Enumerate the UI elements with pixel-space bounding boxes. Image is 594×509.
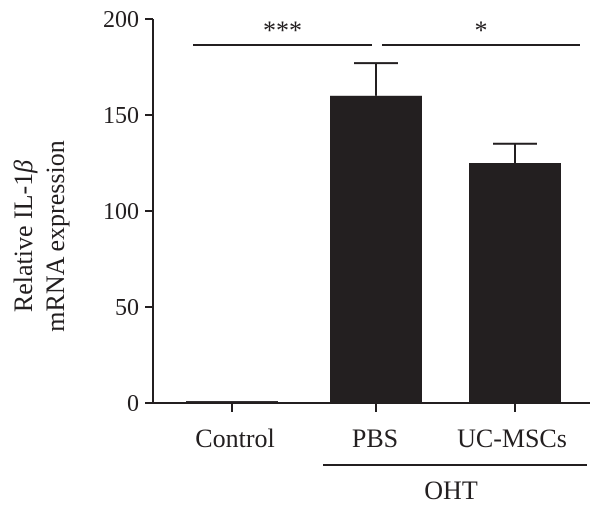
x-category-label: PBS [352,424,398,453]
y-axis-label-line2: mRNA expression [41,140,70,331]
y-tick-label: 200 [103,7,139,33]
x-axis-labels: Control PBS UC-MSCs OHT [195,424,587,505]
y-tick-label: 150 [103,103,139,129]
x-category-label: UC-MSCs [457,424,567,453]
x-category-label: Control [195,424,274,453]
bar-uc-mscs [469,163,561,403]
y-axis-label-line1: Relative IL-1β [9,160,38,312]
significance-annotations: *** * [193,16,580,46]
y-tick-label: 50 [115,295,139,321]
group-label: OHT [424,476,478,505]
significance-label: *** [263,16,302,45]
bar-pbs [330,95,422,404]
y-tick-label: 100 [103,199,139,225]
bars [186,62,561,404]
significance-label: * [475,16,488,45]
y-tick-label: 0 [127,391,139,417]
bar-control [186,401,278,403]
y-axis-label: Relative IL-1β mRNA expression [9,140,70,331]
